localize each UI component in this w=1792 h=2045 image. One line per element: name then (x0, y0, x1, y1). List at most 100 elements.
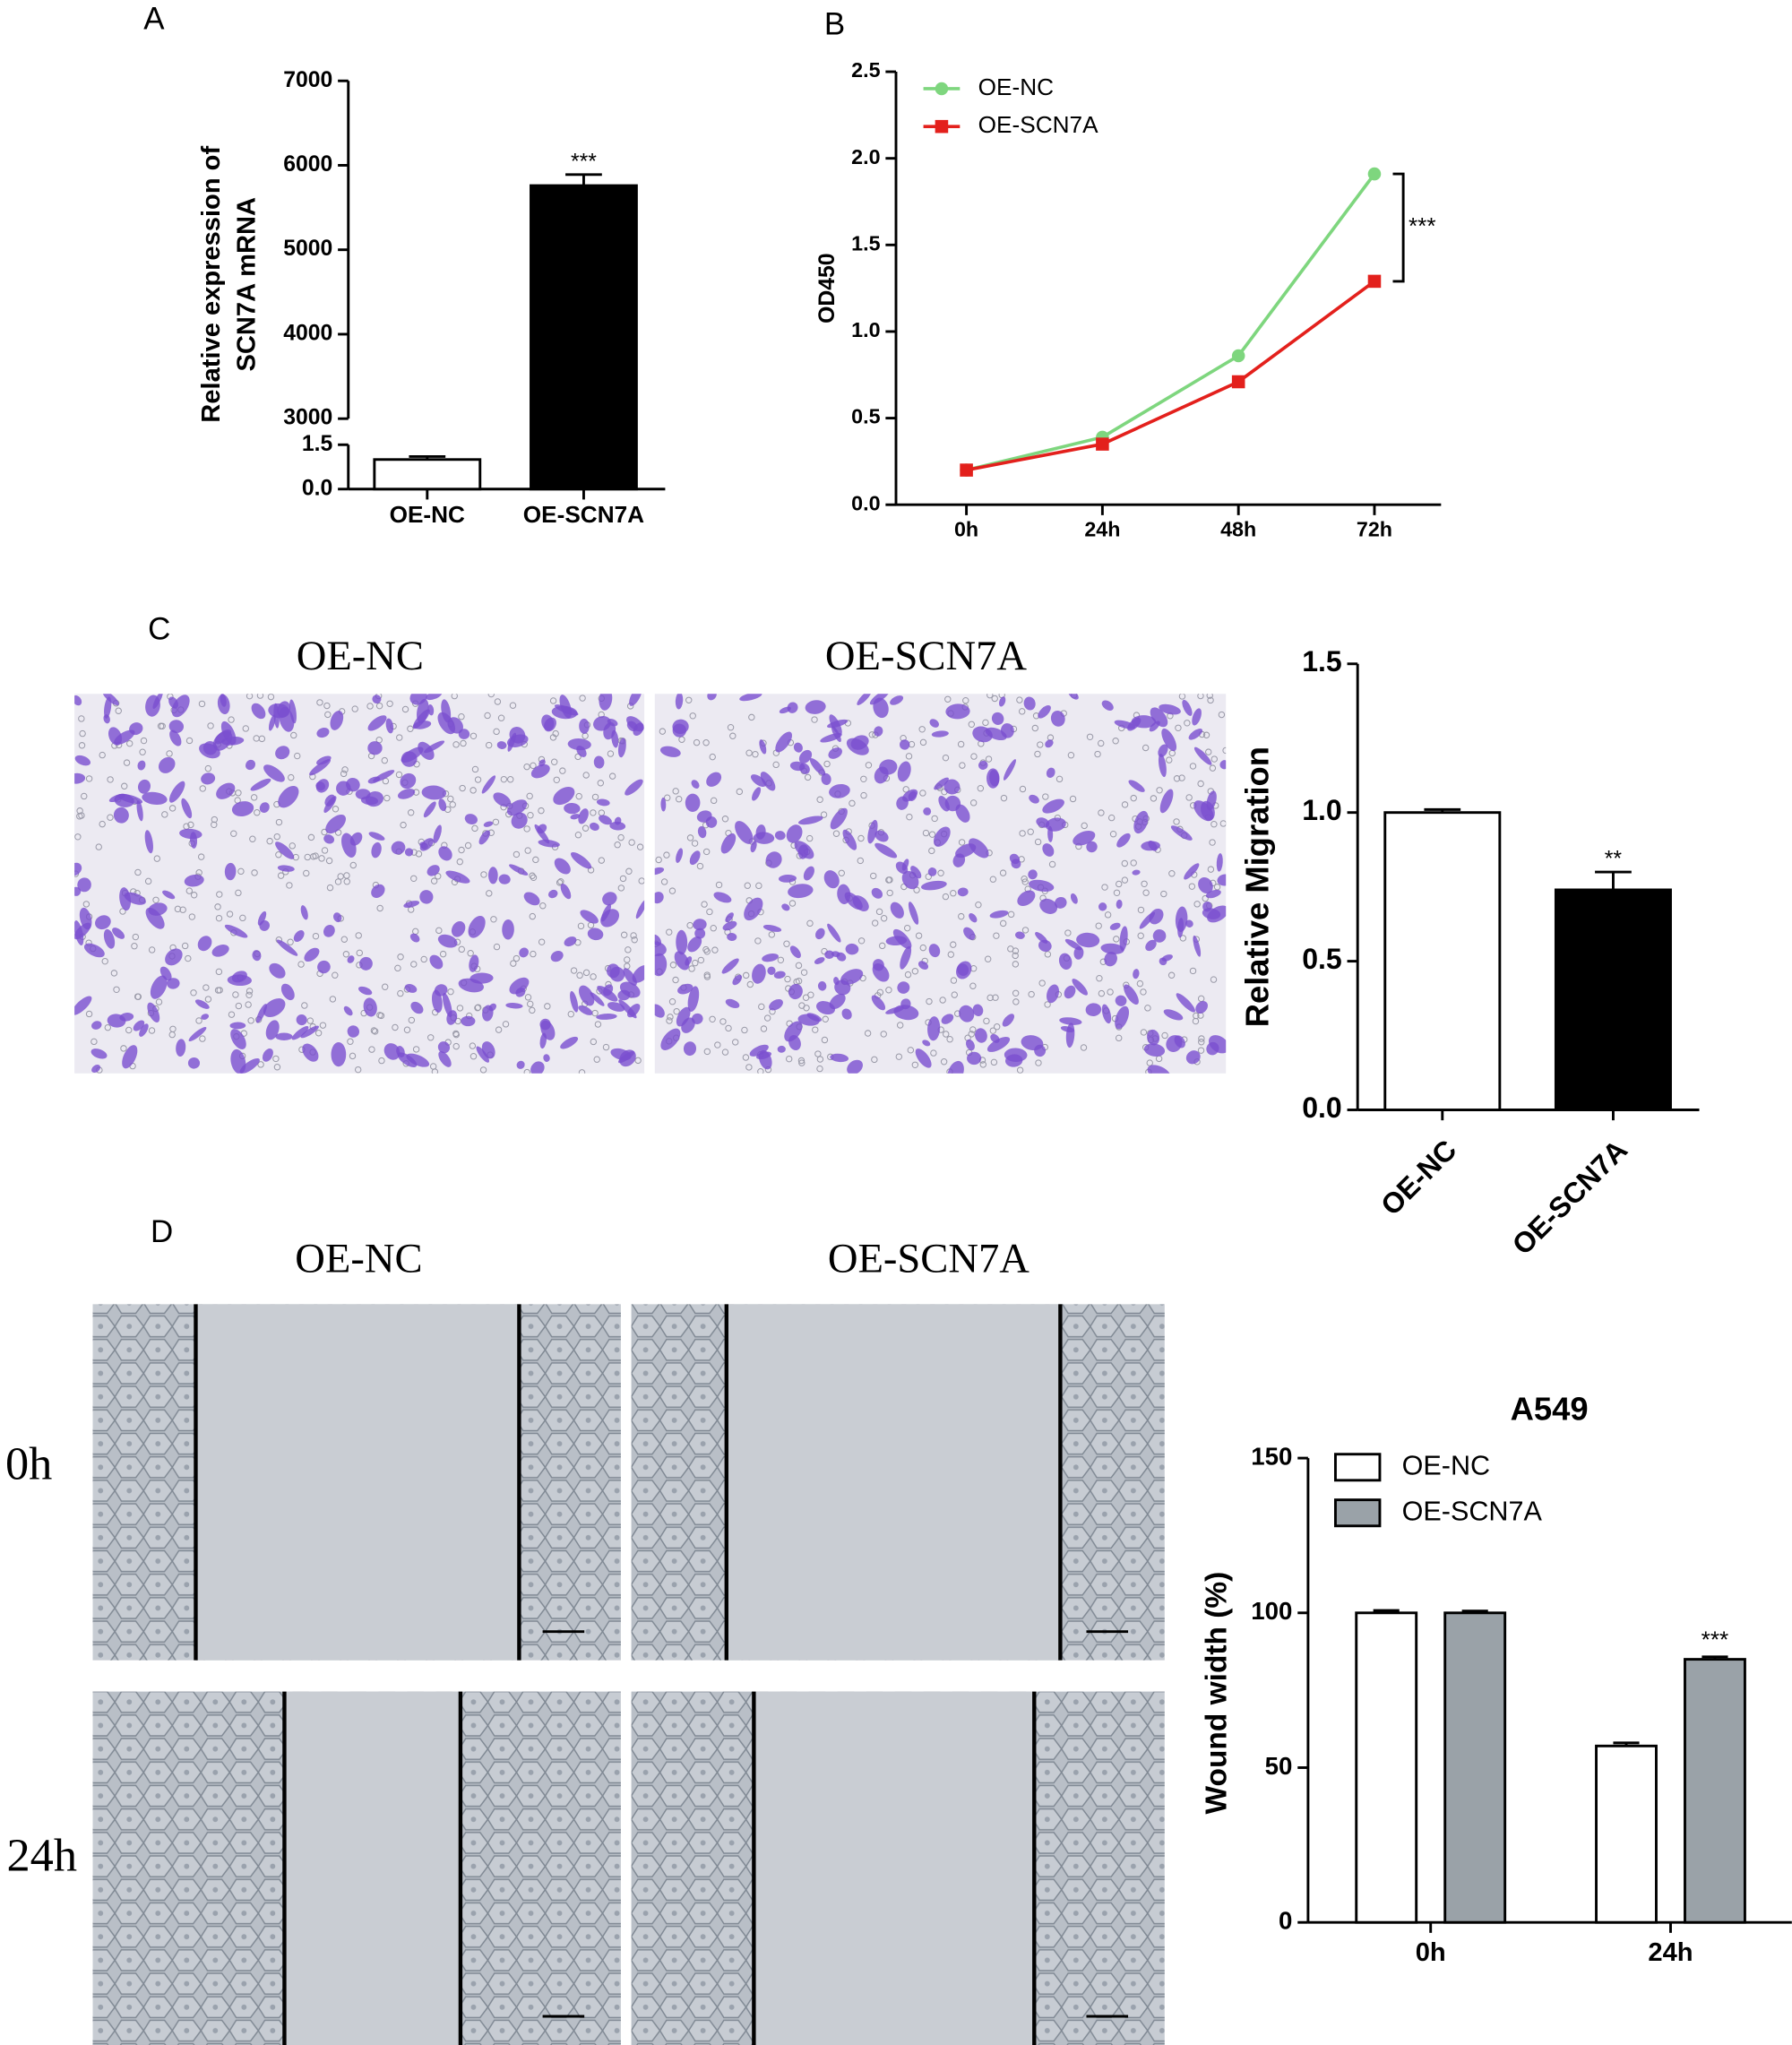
cell (1055, 896, 1067, 909)
cell (626, 720, 638, 732)
pore (1107, 814, 1116, 822)
pore (590, 973, 597, 980)
pore (816, 1056, 824, 1063)
pore (752, 751, 759, 758)
legend-swatch (1333, 1498, 1382, 1528)
wound-gap (726, 1304, 1061, 1661)
pore (148, 1027, 156, 1034)
cell (437, 934, 458, 948)
pore (230, 830, 237, 837)
cell (857, 694, 872, 705)
bar (1684, 1658, 1746, 1924)
cell (579, 985, 595, 1006)
cell (593, 716, 611, 731)
pore (926, 997, 933, 1005)
pore (1016, 1066, 1024, 1074)
pore (168, 1031, 176, 1039)
pore (968, 720, 976, 729)
cell (1188, 729, 1203, 740)
pore (710, 925, 717, 932)
point (1231, 375, 1245, 389)
pore (1136, 979, 1144, 988)
pore (495, 1026, 503, 1033)
pore (803, 1005, 810, 1012)
cell (367, 776, 381, 784)
cell (136, 800, 143, 822)
pore (185, 737, 194, 745)
pore (804, 773, 812, 781)
pore (332, 971, 339, 979)
cell (147, 1002, 160, 1023)
pore (1096, 974, 1103, 982)
cell (167, 978, 180, 989)
pore (1113, 936, 1120, 943)
pore (1021, 876, 1028, 883)
pore (375, 702, 383, 710)
pore (1130, 794, 1137, 802)
cell (506, 799, 528, 816)
y-axis-label: Wound width (%) (1200, 1572, 1233, 1815)
y-tick-label: 3000 (283, 406, 332, 430)
cell (418, 741, 435, 761)
pore (1007, 910, 1015, 919)
cell (1207, 905, 1227, 923)
pore (1161, 1031, 1168, 1040)
pore (634, 1057, 642, 1065)
pore (487, 694, 495, 698)
pore (1081, 822, 1088, 830)
cell (922, 1040, 931, 1047)
pore (407, 809, 415, 816)
pore (513, 954, 521, 962)
cell (793, 742, 803, 753)
pore (215, 914, 223, 922)
pore (153, 855, 161, 862)
cell (938, 796, 950, 812)
pore (342, 951, 350, 958)
cell (201, 1014, 210, 1020)
cell (488, 867, 498, 884)
cell (1085, 1003, 1102, 1017)
cell (788, 983, 803, 1000)
cell (1198, 877, 1213, 893)
y-tick-label: 1.0 (851, 318, 880, 341)
cell (359, 956, 373, 971)
cell (95, 915, 111, 930)
pore (614, 841, 621, 849)
cell (231, 801, 254, 817)
x-tick-label: OE-SCN7A (523, 501, 644, 528)
cell (1143, 1043, 1166, 1057)
pore (993, 932, 1000, 939)
cell (162, 890, 176, 900)
pore (822, 1015, 829, 1022)
cell (1176, 993, 1195, 1013)
series-line (966, 280, 1376, 472)
pore (524, 994, 532, 1001)
cell (687, 936, 702, 953)
bar (530, 184, 638, 491)
cell (410, 1001, 424, 1014)
pore (582, 772, 590, 779)
pore (1198, 1039, 1205, 1046)
pore (714, 1041, 721, 1048)
pore (1197, 780, 1204, 788)
cell (371, 884, 385, 898)
pore (140, 737, 148, 745)
cell (427, 703, 435, 716)
cell (928, 944, 941, 958)
pore (288, 773, 295, 781)
panel-letter: D (151, 1214, 173, 1249)
cell (959, 1005, 975, 1022)
cell (1042, 843, 1055, 857)
pore (582, 969, 590, 977)
pore (513, 850, 521, 859)
cell (945, 703, 970, 720)
pore (325, 857, 333, 865)
pore (242, 725, 249, 732)
pore (435, 927, 443, 935)
cell (538, 839, 560, 848)
cell (635, 899, 645, 919)
pore (427, 1034, 435, 1041)
cell (553, 786, 575, 806)
pore (992, 994, 999, 1001)
cell (220, 720, 237, 746)
